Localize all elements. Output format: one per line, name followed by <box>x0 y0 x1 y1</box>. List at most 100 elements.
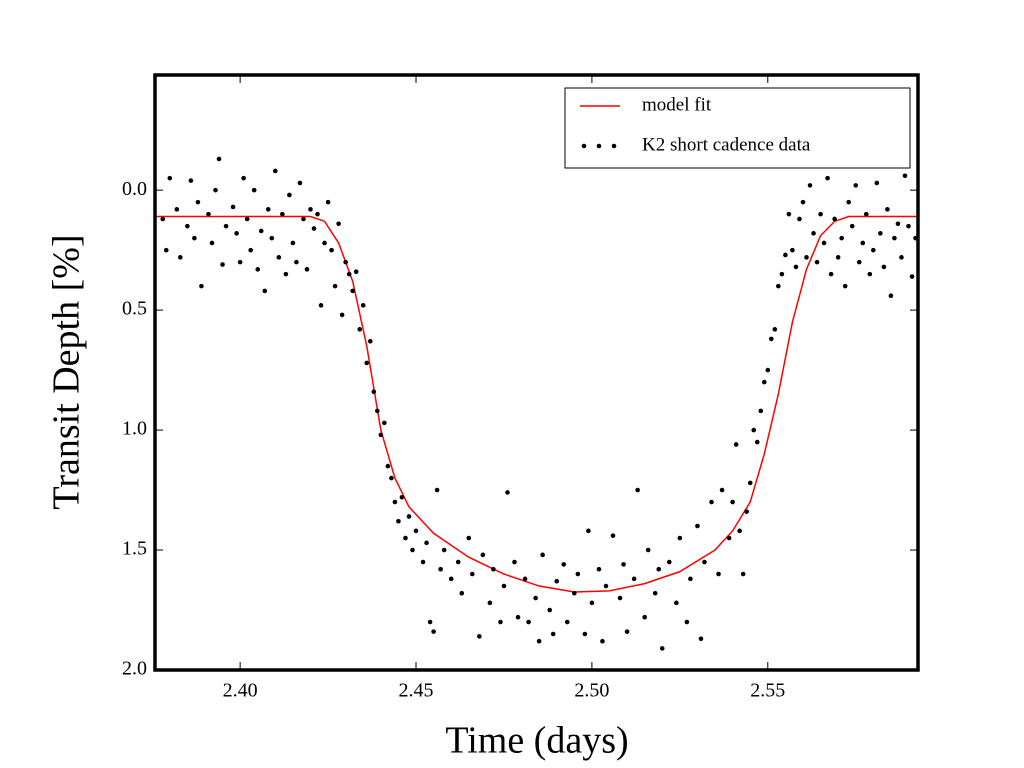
data-point <box>378 432 384 438</box>
data-point <box>698 636 704 642</box>
data-point <box>498 619 503 625</box>
data-point <box>364 360 370 366</box>
data-point <box>874 180 880 186</box>
data-point <box>392 499 398 505</box>
data-point <box>733 442 739 447</box>
data-point <box>491 566 496 572</box>
data-point <box>572 590 577 596</box>
x-tick-label: 2.55 <box>750 680 785 702</box>
data-point <box>199 283 204 289</box>
data-point <box>906 223 911 229</box>
data-point <box>564 619 570 625</box>
data-point <box>740 571 746 577</box>
data-point <box>853 183 859 188</box>
data-point <box>213 187 218 193</box>
data-point <box>241 175 246 181</box>
data-point <box>674 600 679 606</box>
data-point <box>839 235 844 241</box>
data-point <box>881 264 887 270</box>
data-point <box>311 226 317 231</box>
data-point <box>396 518 401 524</box>
data-point <box>652 590 658 596</box>
data-point <box>582 631 588 637</box>
data-point <box>322 240 327 246</box>
data-point <box>220 262 225 267</box>
y-tick-label: 0.0 <box>122 178 147 200</box>
data-point <box>399 494 405 500</box>
data-point <box>346 271 352 277</box>
y-axis-label: Transit Depth [%] <box>46 234 88 509</box>
data-point <box>902 173 908 179</box>
data-point <box>797 216 802 222</box>
data-point <box>895 221 901 227</box>
data-point <box>832 216 837 222</box>
data-point <box>244 216 250 222</box>
data-point <box>353 269 359 275</box>
data-point <box>385 463 391 469</box>
data-point <box>747 480 753 486</box>
data-point <box>367 339 373 344</box>
data-point <box>821 240 827 246</box>
data-point <box>336 221 341 227</box>
data-point <box>695 523 700 529</box>
data-point <box>716 571 721 577</box>
data-point <box>550 631 556 637</box>
legend-marker <box>596 143 602 149</box>
data-point <box>280 211 285 217</box>
data-point <box>248 247 253 253</box>
data-point <box>835 255 841 260</box>
data-point <box>709 499 714 505</box>
data-point <box>234 231 239 236</box>
data-point <box>375 408 380 414</box>
legend-box <box>564 87 911 169</box>
data-point <box>413 528 419 534</box>
data-point <box>642 614 647 620</box>
data-point <box>856 259 862 265</box>
data-point <box>192 235 197 241</box>
data-point <box>846 199 852 205</box>
data-point <box>339 312 345 318</box>
data-point <box>301 216 306 222</box>
data-point <box>304 267 310 272</box>
data-point <box>776 283 781 289</box>
data-point <box>188 178 194 183</box>
data-point <box>878 231 883 236</box>
model-line <box>155 215 918 593</box>
data-point <box>863 211 869 217</box>
data-point <box>540 552 545 558</box>
data-point <box>726 535 732 541</box>
x-axis-label: Time (days) <box>445 720 628 762</box>
data-point <box>600 638 605 644</box>
data-point <box>825 175 830 181</box>
data-point <box>434 487 440 493</box>
data-point <box>255 267 261 272</box>
data-point <box>357 327 363 332</box>
data-point <box>209 240 215 246</box>
data-point <box>427 619 433 625</box>
data-point <box>885 207 890 212</box>
data-point <box>793 264 799 270</box>
data-point <box>575 571 581 577</box>
data-point <box>635 487 640 493</box>
legend-label: model fit <box>642 94 712 115</box>
data-point <box>360 303 366 308</box>
data-point <box>185 223 190 229</box>
data-point <box>617 595 623 601</box>
data-point <box>258 228 264 234</box>
data-point <box>596 566 602 572</box>
data-point <box>751 427 757 433</box>
data-point <box>621 562 626 567</box>
data-point <box>459 590 465 596</box>
plot-area <box>155 156 918 651</box>
data-point <box>167 175 173 181</box>
data-point <box>318 303 324 308</box>
data-point <box>730 499 735 505</box>
data-point <box>888 293 894 299</box>
data-point <box>505 490 510 495</box>
data-point <box>790 247 795 253</box>
data-point <box>828 271 834 277</box>
data-point <box>466 535 472 541</box>
data-point <box>283 271 289 277</box>
data-point <box>273 168 278 174</box>
